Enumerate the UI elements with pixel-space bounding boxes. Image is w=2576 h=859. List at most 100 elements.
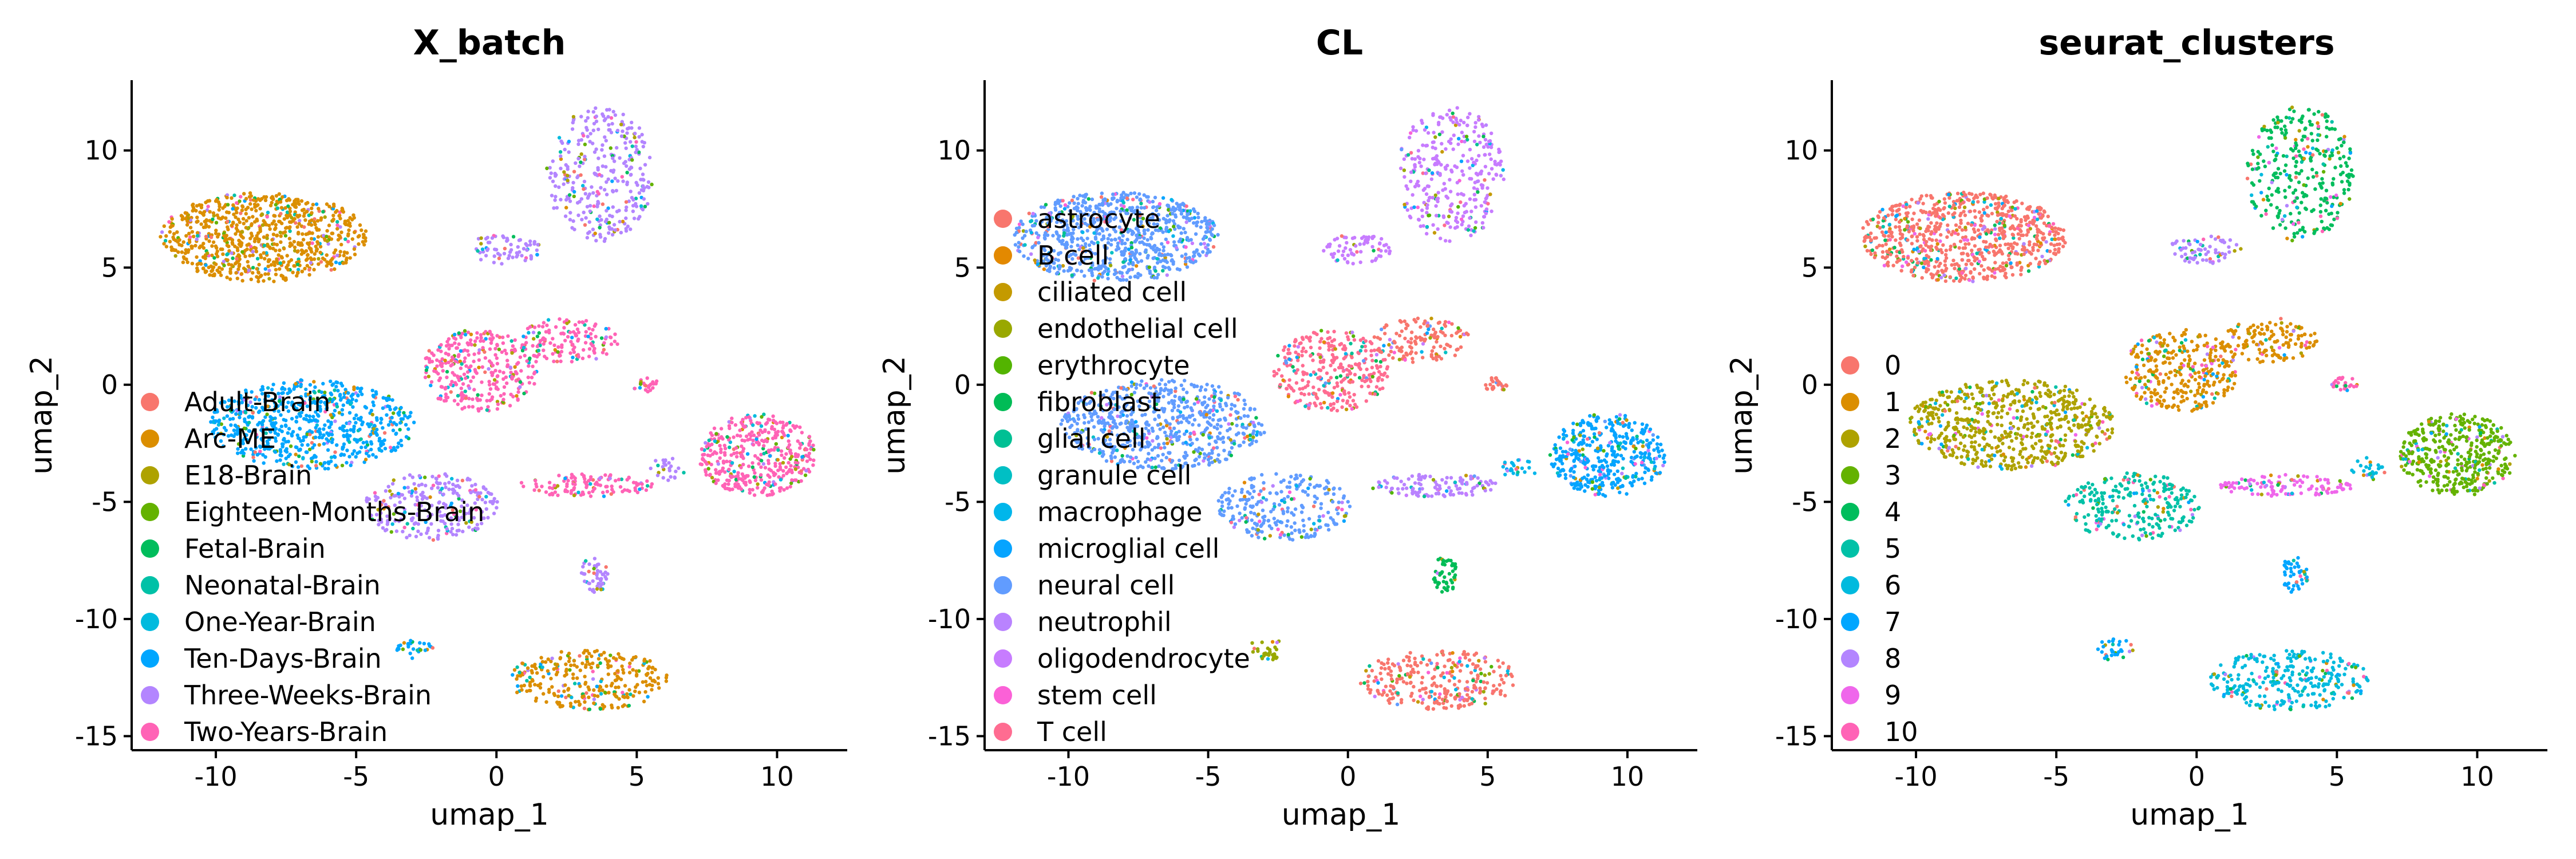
data-point bbox=[423, 475, 427, 479]
data-point bbox=[567, 659, 571, 664]
data-point bbox=[457, 353, 461, 357]
data-point bbox=[464, 376, 468, 380]
data-point bbox=[265, 237, 269, 241]
data-point bbox=[1448, 209, 1452, 214]
data-point bbox=[381, 396, 385, 400]
data-point bbox=[576, 330, 581, 334]
data-point bbox=[1384, 249, 1388, 253]
data-point bbox=[583, 480, 587, 484]
data-point bbox=[379, 444, 383, 448]
data-point bbox=[648, 659, 652, 663]
data-point bbox=[279, 454, 283, 458]
data-point bbox=[1370, 245, 1374, 249]
data-point bbox=[380, 417, 384, 421]
data-point bbox=[531, 364, 535, 368]
data-point bbox=[564, 662, 568, 667]
data-point bbox=[1184, 220, 1188, 224]
data-point bbox=[808, 457, 812, 462]
data-point bbox=[264, 251, 268, 255]
data-point bbox=[552, 206, 556, 210]
data-point bbox=[559, 332, 563, 336]
data-point bbox=[1346, 253, 1350, 257]
data-point bbox=[392, 411, 396, 415]
data-point bbox=[1459, 217, 1464, 222]
data-point bbox=[277, 192, 281, 196]
data-point bbox=[599, 653, 603, 657]
data-point bbox=[645, 376, 649, 380]
data-point bbox=[571, 115, 576, 119]
data-point bbox=[436, 486, 440, 490]
data-point bbox=[595, 587, 599, 591]
data-point bbox=[646, 695, 650, 699]
data-point bbox=[779, 467, 783, 471]
data-point bbox=[595, 576, 599, 580]
data-point bbox=[735, 451, 739, 455]
data-point bbox=[255, 217, 259, 222]
data-point bbox=[1473, 121, 1477, 125]
data-point bbox=[326, 242, 330, 246]
data-point bbox=[386, 423, 391, 427]
data-point bbox=[621, 179, 625, 183]
data-point bbox=[584, 119, 588, 123]
data-point bbox=[275, 233, 279, 238]
data-point bbox=[535, 671, 539, 675]
data-point bbox=[588, 332, 593, 336]
legend-label: One-Year-Brain bbox=[184, 606, 376, 637]
data-point bbox=[1145, 243, 1149, 247]
data-point bbox=[188, 226, 193, 230]
data-point bbox=[589, 475, 593, 479]
data-point bbox=[1473, 198, 1478, 202]
data-point bbox=[500, 262, 504, 266]
data-point bbox=[588, 204, 592, 208]
data-point bbox=[181, 260, 185, 265]
data-point bbox=[532, 382, 536, 386]
data-point bbox=[495, 407, 500, 411]
data-point bbox=[237, 238, 241, 243]
data-point bbox=[202, 266, 206, 270]
data-point bbox=[574, 333, 579, 338]
data-point bbox=[726, 482, 730, 486]
data-point bbox=[302, 214, 306, 218]
data-point bbox=[202, 242, 206, 246]
data-point bbox=[231, 256, 235, 261]
data-point bbox=[235, 229, 240, 233]
data-point bbox=[258, 229, 262, 233]
data-point bbox=[617, 685, 621, 689]
data-point bbox=[572, 194, 576, 199]
data-point bbox=[1432, 231, 1437, 235]
data-point bbox=[1379, 249, 1383, 253]
data-point bbox=[1199, 242, 1203, 246]
data-point bbox=[700, 447, 704, 451]
data-point bbox=[594, 106, 598, 110]
data-point bbox=[335, 253, 339, 258]
data-point bbox=[521, 484, 526, 488]
data-point bbox=[185, 219, 189, 223]
data-point bbox=[255, 257, 260, 261]
data-point bbox=[268, 419, 272, 423]
data-point bbox=[332, 204, 336, 208]
data-point bbox=[217, 233, 221, 237]
data-point bbox=[1131, 262, 1135, 267]
data-point bbox=[741, 463, 745, 467]
data-point bbox=[511, 395, 515, 399]
data-point bbox=[1440, 141, 1444, 146]
data-point bbox=[595, 190, 599, 194]
data-point bbox=[235, 257, 239, 261]
data-point bbox=[485, 408, 489, 412]
data-point bbox=[544, 700, 548, 704]
data-point bbox=[1444, 239, 1448, 243]
data-point bbox=[469, 338, 473, 342]
data-point bbox=[200, 211, 204, 215]
data-point bbox=[301, 438, 305, 443]
data-point bbox=[657, 686, 661, 690]
data-point bbox=[310, 250, 314, 254]
data-point bbox=[559, 694, 564, 698]
data-point bbox=[585, 660, 590, 664]
data-point bbox=[603, 473, 607, 477]
data-point bbox=[551, 352, 555, 356]
data-point bbox=[1468, 112, 1472, 116]
data-point bbox=[1138, 241, 1142, 245]
data-point bbox=[807, 443, 811, 447]
data-point bbox=[300, 443, 304, 447]
data-point bbox=[180, 250, 184, 254]
